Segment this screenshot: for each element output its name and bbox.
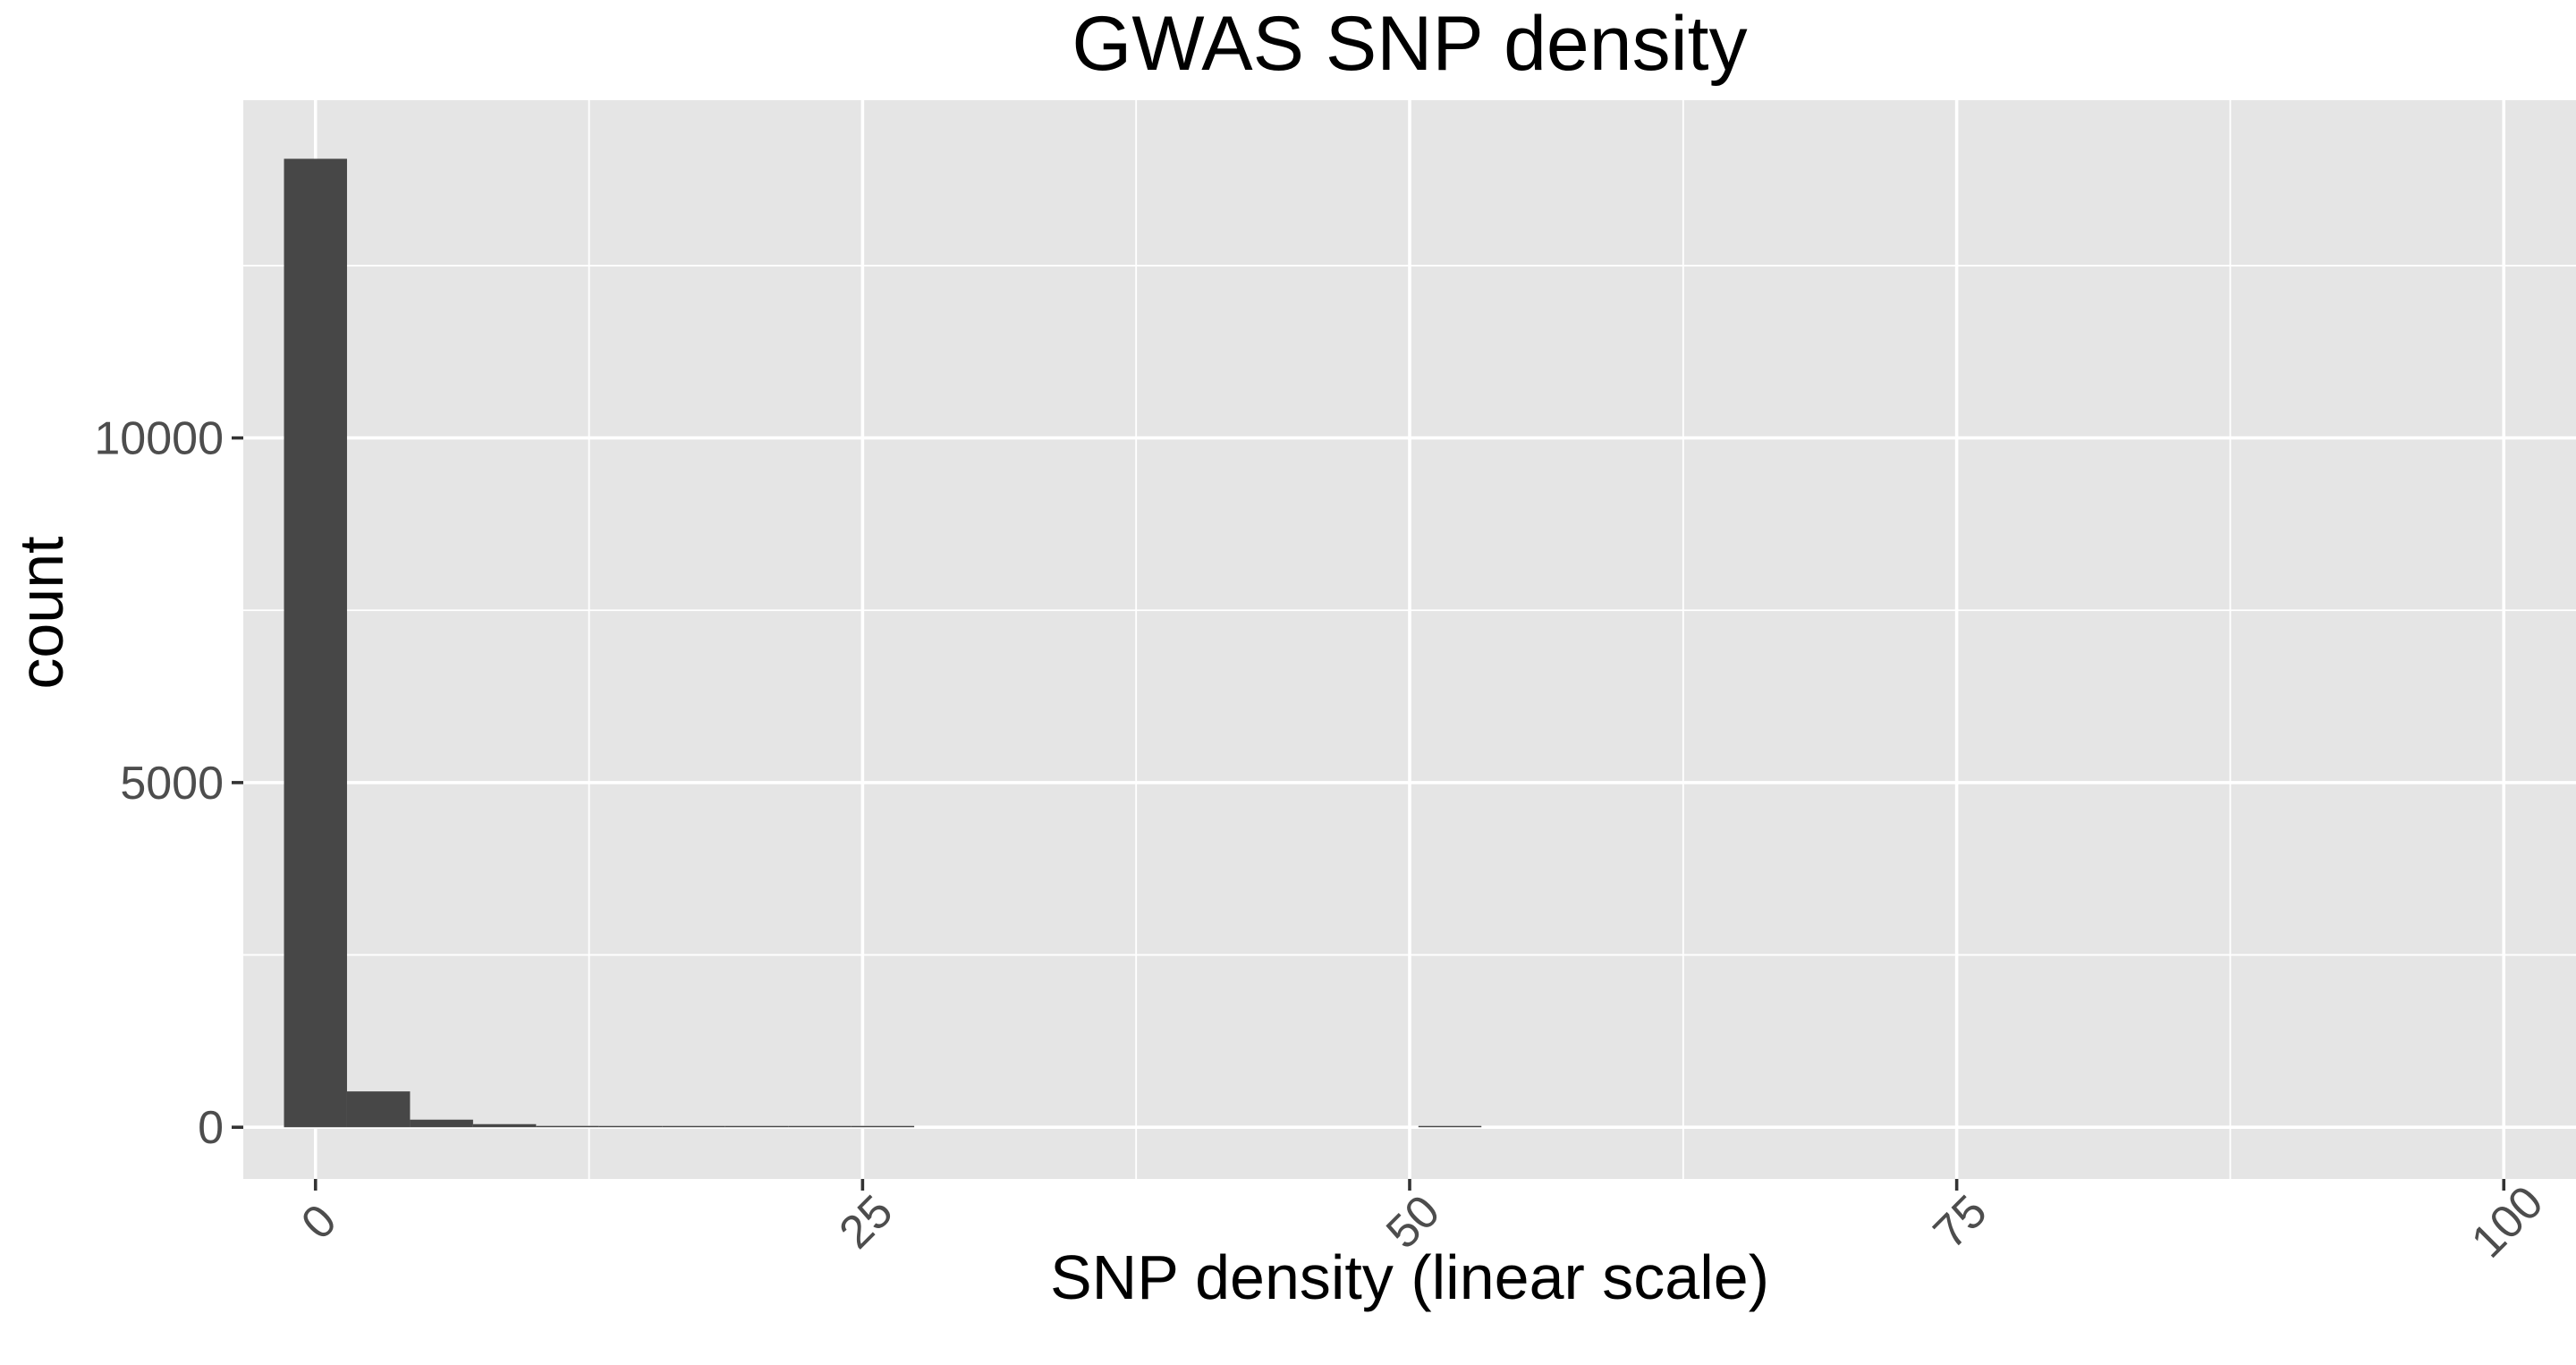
x-tick-label: 100: [2462, 1176, 2553, 1268]
chart-title: GWAS SNP density: [1072, 1, 1747, 87]
y-tick-label: 10000: [94, 413, 224, 465]
histogram-bar: [662, 1125, 725, 1128]
histogram-bar: [1418, 1125, 1482, 1128]
x-tick-label: 0: [292, 1195, 346, 1250]
histogram-bar: [284, 158, 347, 1128]
histogram-bar: [472, 1123, 537, 1128]
y-axis-title: count: [6, 536, 76, 689]
x-axis-title: SNP density (linear scale): [1050, 1242, 1769, 1312]
histogram-bars: [284, 158, 1482, 1128]
histogram-bar: [788, 1125, 852, 1128]
y-axis: 0 5000 10000: [94, 413, 243, 1154]
y-tick-label: 0: [198, 1102, 224, 1154]
histogram-bar: [851, 1125, 915, 1128]
histogram-bar: [724, 1125, 789, 1128]
x-tick-label: 75: [1924, 1185, 1997, 1259]
y-tick-label: 5000: [120, 758, 224, 810]
histogram-bar: [346, 1091, 411, 1128]
histogram-bar: [410, 1119, 473, 1128]
x-tick-label: 25: [830, 1185, 903, 1259]
histogram-bar: [598, 1125, 663, 1128]
histogram-bar: [536, 1125, 599, 1128]
